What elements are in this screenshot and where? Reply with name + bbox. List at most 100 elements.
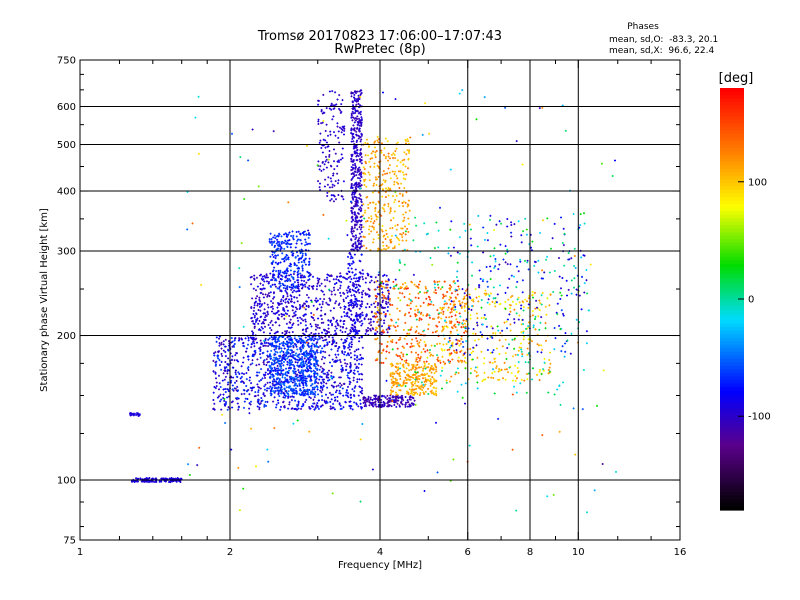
- data-point: [266, 273, 267, 276]
- data-point: [337, 279, 339, 281]
- data-point: [252, 336, 254, 339]
- data-point: [299, 392, 300, 395]
- data-point: [274, 384, 276, 387]
- data-point: [315, 379, 316, 381]
- data-point: [269, 381, 271, 384]
- data-point: [135, 477, 137, 480]
- data-point: [310, 358, 312, 361]
- data-point: [298, 371, 300, 374]
- data-point: [268, 323, 270, 326]
- data-point: [320, 309, 322, 312]
- data-point: [215, 371, 216, 374]
- data-point: [298, 359, 300, 362]
- data-point: [297, 290, 299, 293]
- data-point: [300, 337, 302, 340]
- data-point: [294, 281, 296, 284]
- data-point: [283, 247, 285, 250]
- data-point: [227, 381, 229, 384]
- data-point: [357, 283, 359, 286]
- data-point: [307, 375, 308, 378]
- data-point: [289, 321, 291, 324]
- data-point: [286, 363, 288, 366]
- data-point: [321, 282, 323, 285]
- data-point: [283, 394, 285, 397]
- data-point: [327, 303, 329, 306]
- data-point: [238, 397, 240, 400]
- data-point: [311, 347, 313, 350]
- data-point: [322, 321, 324, 324]
- data-point: [271, 363, 273, 366]
- chart-title: Tromsø 20170823 17:06:00–17:07:43: [257, 29, 502, 44]
- data-point: [262, 275, 264, 278]
- data-point: [281, 350, 283, 352]
- data-point: [318, 407, 320, 410]
- data-point: [255, 297, 257, 300]
- data-point: [267, 294, 269, 297]
- data-point: [284, 280, 286, 283]
- data-point: [249, 376, 251, 379]
- data-point: [313, 358, 315, 361]
- data-point: [302, 394, 304, 397]
- data-point: [282, 356, 284, 359]
- data-point: [275, 386, 277, 389]
- data-point: [274, 332, 276, 335]
- data-point: [316, 402, 318, 405]
- data-point: [321, 399, 323, 401]
- data-point: [309, 274, 310, 277]
- data-point: [317, 277, 319, 280]
- data-point: [313, 363, 315, 365]
- data-point: [306, 294, 308, 296]
- data-point: [178, 477, 180, 480]
- data-point: [303, 280, 305, 282]
- data-point: [289, 401, 291, 404]
- data-point: [265, 364, 267, 366]
- data-point: [274, 340, 276, 343]
- data-point: [269, 353, 271, 356]
- data-point: [308, 232, 310, 235]
- data-point: [261, 288, 263, 291]
- data-point: [302, 269, 304, 272]
- data-point: [275, 331, 277, 334]
- data-point: [322, 367, 324, 370]
- data-point: [291, 399, 293, 402]
- data-point: [315, 376, 317, 378]
- data-point: [387, 331, 389, 334]
- data-point: [257, 405, 259, 408]
- data-point: [259, 303, 261, 306]
- data-point: [306, 243, 308, 246]
- data-point: [292, 322, 294, 325]
- data-point: [232, 384, 234, 387]
- data-point: [310, 348, 312, 351]
- data-point: [227, 348, 229, 351]
- data-point: [306, 377, 308, 380]
- data-point: [282, 307, 284, 309]
- data-point: [290, 294, 292, 297]
- data-point: [273, 240, 275, 243]
- data-point: [314, 299, 316, 302]
- data-point: [292, 287, 294, 290]
- data-point: [289, 375, 291, 378]
- data-point: [257, 285, 259, 288]
- data-point: [323, 328, 325, 331]
- data-point: [270, 357, 272, 360]
- data-point: [333, 307, 335, 310]
- data-point: [330, 407, 331, 410]
- data-point: [303, 390, 304, 393]
- data-point: [265, 318, 267, 321]
- data-point: [304, 377, 306, 380]
- data-point: [292, 379, 294, 382]
- data-point: [299, 316, 301, 319]
- data-point: [308, 358, 309, 361]
- data-point: [334, 345, 336, 348]
- data-point: [241, 372, 243, 375]
- data-point: [222, 397, 224, 399]
- data-point: [298, 261, 300, 264]
- data-point: [277, 244, 279, 247]
- data-point: [333, 286, 335, 289]
- data-point: [272, 373, 273, 376]
- data-point: [345, 327, 347, 330]
- data-point: [368, 294, 370, 297]
- data-point: [283, 272, 285, 275]
- data-point: [309, 278, 310, 281]
- data-point: [305, 281, 307, 284]
